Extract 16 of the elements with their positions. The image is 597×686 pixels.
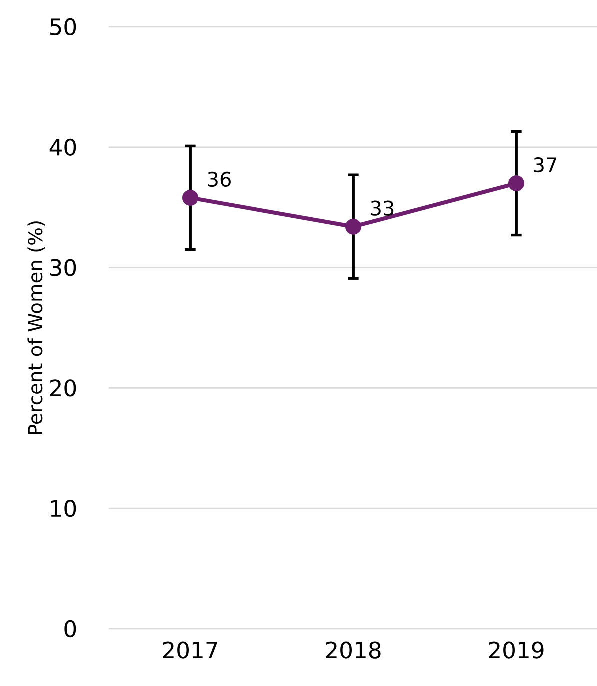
point xyxy=(346,218,362,235)
y-axis-title: Percent of Women (%) xyxy=(28,222,45,434)
data-label: 33 xyxy=(371,200,394,216)
y-tick-label: 10 xyxy=(51,500,76,518)
y-tick-label: 0 xyxy=(64,620,76,638)
y-tick-label: 30 xyxy=(50,259,76,276)
y-tick-label: 50 xyxy=(50,18,76,36)
x-tick-label: 2019 xyxy=(489,642,544,659)
data-label: 37 xyxy=(534,157,557,173)
y-tick-label: 40 xyxy=(50,138,76,156)
data-label: 36 xyxy=(208,172,231,188)
point xyxy=(508,176,524,192)
y-tick-label: 20 xyxy=(50,380,76,397)
x-tick-label: 2018 xyxy=(326,642,381,659)
point xyxy=(182,190,198,206)
x-tick-label: 2017 xyxy=(163,642,218,659)
